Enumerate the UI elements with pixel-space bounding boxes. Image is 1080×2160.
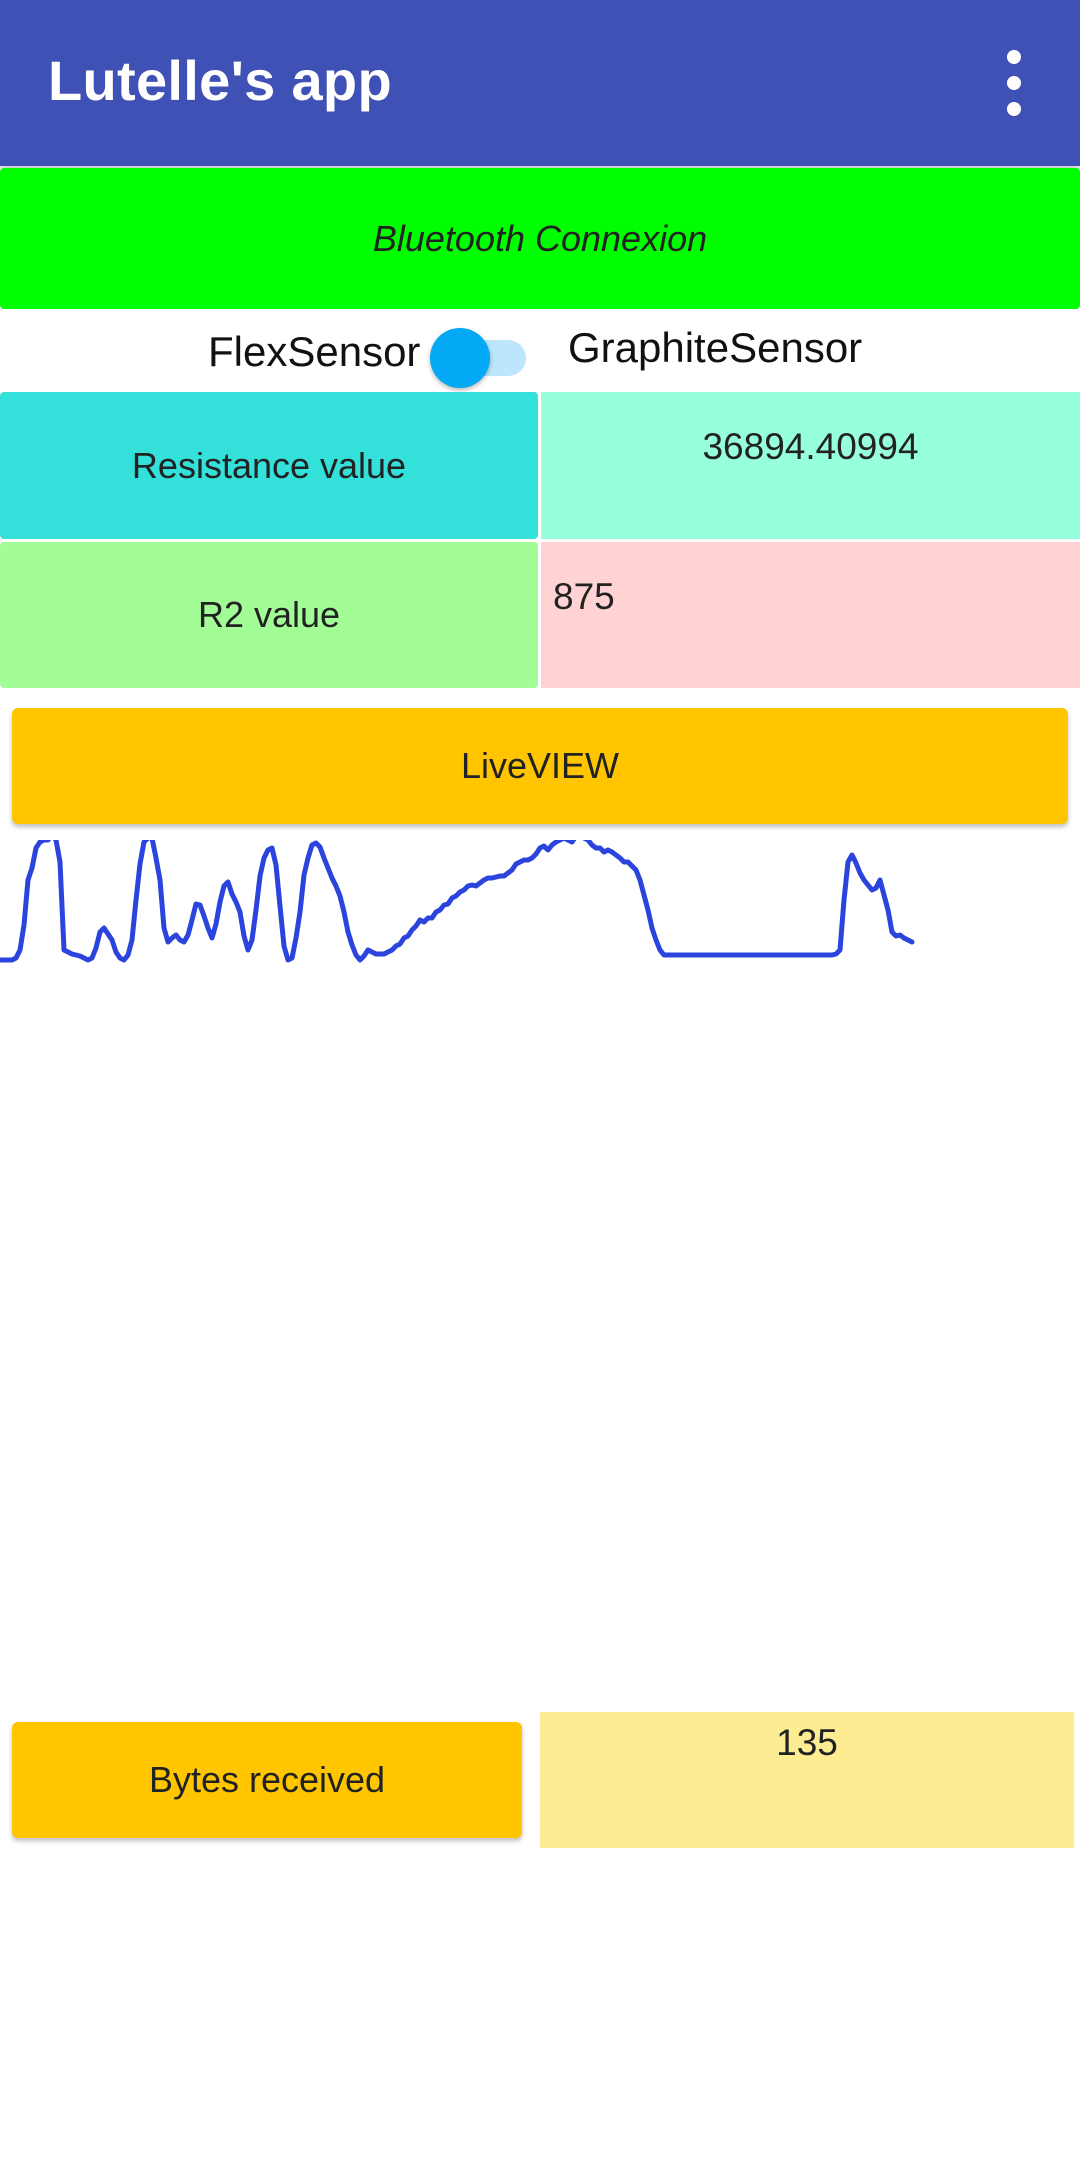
- sensor-switch-row: FlexSensor GraphiteSensor: [0, 310, 1080, 392]
- app-title: Lutelle's app: [48, 49, 392, 112]
- resistance-value-label: Resistance value: [131, 444, 407, 486]
- resistance-value-display: 36894.40994: [541, 392, 1080, 539]
- switch-thumb: [430, 328, 490, 388]
- menu-dot: [1007, 102, 1021, 116]
- sensor-toggle-switch[interactable]: [430, 322, 530, 388]
- bytes-received-label: Bytes received: [148, 1759, 386, 1800]
- menu-dot: [1007, 50, 1021, 64]
- bluetooth-connexion-label: Bluetooth Connexion: [372, 217, 708, 259]
- menu-dot: [1007, 76, 1021, 90]
- bluetooth-connexion-button[interactable]: Bluetooth Connexion: [0, 168, 1080, 309]
- r2-value-button[interactable]: R2 value: [0, 542, 538, 688]
- live-graph: [0, 840, 915, 963]
- liveview-button[interactable]: LiveVIEW: [12, 708, 1068, 824]
- graphite-sensor-label: GraphiteSensor: [568, 324, 863, 371]
- bytes-received-value: 135: [540, 1712, 1074, 1848]
- liveview-label: LiveVIEW: [460, 745, 620, 786]
- app-bar: Lutelle's app: [0, 0, 1080, 166]
- r2-value-label: R2 value: [197, 594, 341, 635]
- flex-sensor-label: FlexSensor: [208, 328, 421, 375]
- resistance-value-button[interactable]: Resistance value: [0, 392, 538, 539]
- bytes-received-button[interactable]: Bytes received: [12, 1722, 522, 1838]
- more-vert-icon[interactable]: [990, 50, 1038, 116]
- graph-line: [0, 840, 915, 963]
- r2-value-field[interactable]: 875: [541, 542, 1080, 688]
